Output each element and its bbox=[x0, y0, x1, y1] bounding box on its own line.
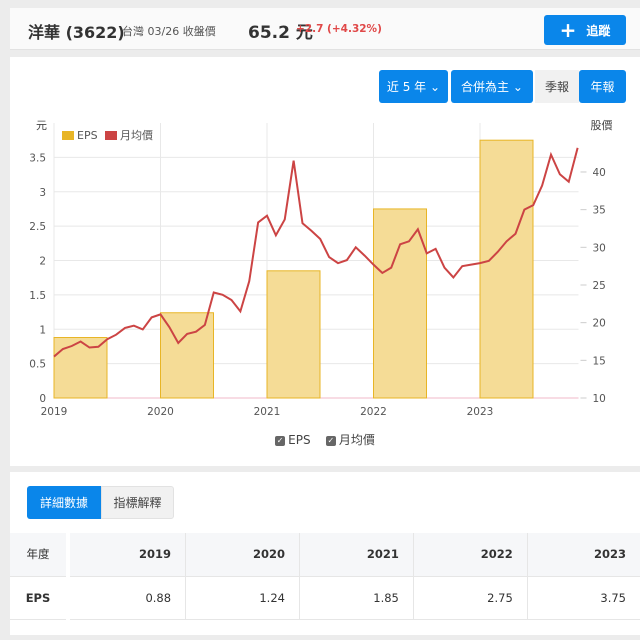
table-header-cell: 2020 bbox=[185, 533, 300, 577]
eps-toggle[interactable]: ✓ EPS bbox=[275, 433, 311, 447]
left-tick-label: 1 bbox=[39, 324, 46, 336]
left-tick-label: 3 bbox=[39, 187, 46, 199]
left-tick-label: 0.5 bbox=[29, 359, 46, 371]
table-cell: 0.88 bbox=[68, 576, 187, 620]
table-header-cell: 2023 bbox=[527, 533, 640, 577]
right-tick-label: 25 bbox=[593, 280, 606, 292]
series-toggles: ✓ EPS ✓ 月均價 bbox=[10, 431, 640, 448]
left-tick-label: 2 bbox=[39, 256, 46, 268]
close-price: 65.2 元 bbox=[248, 23, 313, 43]
legend-price-swatch bbox=[105, 131, 117, 140]
x-tick-label: 2023 bbox=[467, 406, 494, 418]
consolidation-label: 合併為主 bbox=[461, 80, 510, 94]
checkbox-icon: ✓ bbox=[275, 435, 286, 446]
chevron-down-icon: ⌄ bbox=[430, 79, 441, 94]
x-tick-label: 2019 bbox=[41, 406, 68, 418]
right-axis-label: 股價 bbox=[591, 118, 613, 132]
table-row: EPS 0.88 1.24 1.85 2.75 3.75 bbox=[10, 576, 640, 620]
quarterly-button[interactable]: 季報 bbox=[535, 70, 579, 103]
tab-explain[interactable]: 指標解釋 bbox=[101, 486, 174, 519]
track-button[interactable]: + 追蹤 bbox=[544, 15, 626, 45]
table-header-cell: 2022 bbox=[413, 533, 528, 577]
stock-name: 洋華 (3622) bbox=[28, 23, 125, 42]
table-header-cell: 年度 bbox=[10, 533, 70, 577]
table-cell: 3.75 bbox=[527, 576, 640, 620]
tab-detail[interactable]: 詳細數據 bbox=[27, 486, 101, 519]
market-date: 台灣 03/26 收盤價 bbox=[122, 25, 216, 38]
left-tick-label: 2.5 bbox=[29, 221, 46, 233]
track-label: 追蹤 bbox=[586, 23, 611, 38]
table-header-row: 年度 2019 2020 2021 2022 2023 bbox=[10, 533, 640, 577]
left-axis-label: 元 bbox=[36, 119, 47, 132]
checkbox-icon: ✓ bbox=[325, 435, 336, 446]
table-cell: 2.75 bbox=[413, 576, 528, 620]
eps-bar bbox=[266, 270, 321, 399]
eps-price-chart: 0 0.5 1 1.5 2 2.5 3 3.5 10 15 20 25 30 35 40 元 股價 2019 202… bbox=[29, 118, 613, 418]
right-tick-label: 35 bbox=[593, 205, 606, 217]
table-cell: 1.24 bbox=[185, 576, 300, 620]
table-header-cell: 2019 bbox=[68, 533, 187, 577]
legend-price-label: 月均價 bbox=[120, 128, 153, 142]
table-header-cell: 2021 bbox=[299, 533, 414, 577]
chart-card: 近 5 年 ⌄ 合併為主 ⌄ 季報 年報 0 0.5 1 1.5 2 2.5 3 3.5 10 1… bbox=[10, 57, 640, 466]
x-tick-label: 2020 bbox=[147, 406, 174, 418]
eps-table: 年度 2019 2020 2021 2022 2023 EPS 0.88 1.2… bbox=[10, 533, 640, 620]
right-tick-label: 15 bbox=[593, 355, 606, 367]
table-cell: 1.85 bbox=[299, 576, 414, 620]
left-tick-label: 1.5 bbox=[29, 290, 46, 302]
price-change: +2.7 (+4.32%) bbox=[296, 23, 382, 35]
range-dropdown[interactable]: 近 5 年 ⌄ bbox=[379, 70, 448, 103]
data-card: 詳細數據 指標解釋 年度 2019 2020 2021 2022 2023 EP… bbox=[10, 472, 640, 635]
consolidation-dropdown[interactable]: 合併為主 ⌄ bbox=[451, 70, 533, 103]
table-cell: EPS bbox=[10, 576, 70, 620]
x-tick-label: 2022 bbox=[360, 406, 387, 418]
right-tick-label: 10 bbox=[593, 393, 606, 405]
legend-eps-swatch bbox=[62, 131, 74, 140]
legend-eps-label: EPS bbox=[77, 129, 98, 142]
right-tick-label: 20 bbox=[593, 318, 606, 330]
price-line bbox=[53, 147, 579, 358]
left-tick-label: 0 bbox=[39, 393, 46, 405]
chevron-down-icon: ⌄ bbox=[512, 79, 523, 94]
right-tick-label: 40 bbox=[593, 167, 606, 179]
left-tick-label: 3.5 bbox=[29, 152, 46, 164]
price-toggle-label: 月均價 bbox=[338, 433, 375, 447]
price-toggle[interactable]: ✓ 月均價 bbox=[325, 433, 375, 447]
eps-toggle-label: EPS bbox=[288, 433, 311, 447]
stock-header: 洋華 (3622) 台灣 03/26 收盤價 65.2 元 +2.7 (+4.3… bbox=[10, 8, 640, 50]
right-tick-label: 30 bbox=[593, 242, 606, 254]
eps-bar bbox=[479, 139, 534, 399]
x-tick-label: 2021 bbox=[254, 406, 281, 418]
annual-button[interactable]: 年報 bbox=[579, 70, 626, 103]
range-label: 近 5 年 bbox=[386, 80, 427, 94]
plus-icon: + bbox=[559, 18, 577, 42]
eps-bar bbox=[373, 208, 427, 399]
